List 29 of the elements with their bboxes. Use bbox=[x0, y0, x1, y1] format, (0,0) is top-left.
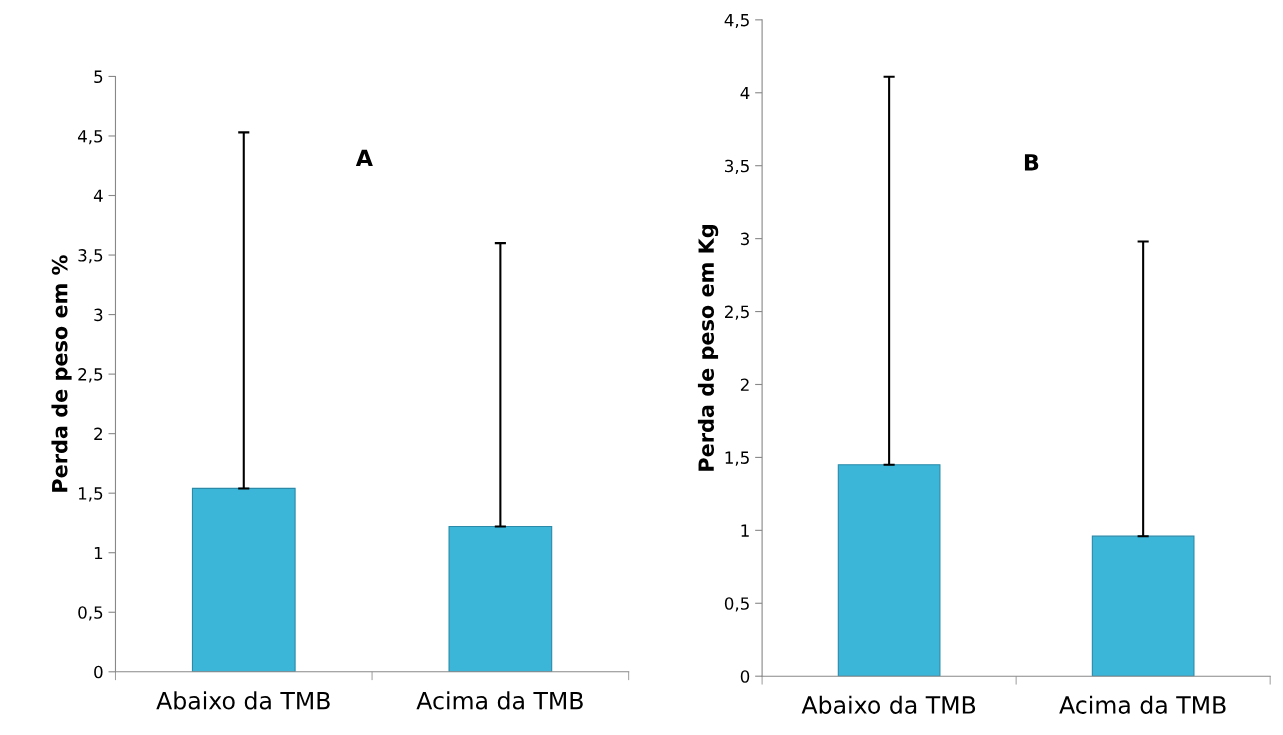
y-tick-label: 1,5 bbox=[78, 487, 103, 502]
text: B bbox=[1024, 154, 1039, 171]
y-tick-label: 1,5 bbox=[725, 451, 749, 466]
y-tick-label: 2 bbox=[740, 378, 749, 391]
y-axis-title: Perda de peso em Kg bbox=[697, 225, 719, 471]
y-tick-label: 2,5 bbox=[78, 368, 103, 383]
y-tick-label: 5 bbox=[94, 70, 103, 84]
y-tick-label: 0,5 bbox=[78, 606, 103, 621]
y-axis-title: Perda de peso em % bbox=[51, 255, 72, 492]
y-tick-label: 0 bbox=[740, 670, 750, 683]
y-tick-label: 0 bbox=[94, 665, 103, 679]
x-tick-label: Acima da TMB bbox=[1059, 695, 1226, 714]
y-tick-label: 4 bbox=[93, 189, 103, 202]
y-tick-label: 4,5 bbox=[724, 14, 749, 29]
x-tick-label: Abaixo da TMB bbox=[156, 691, 330, 710]
y-tick-label: 3 bbox=[94, 308, 103, 322]
y-tick-label: 1 bbox=[741, 524, 749, 537]
y-tick-label: 3,5 bbox=[725, 159, 749, 174]
x-tick-label: Abaixo da TMB bbox=[801, 695, 976, 714]
y-tick-label: 4 bbox=[740, 86, 750, 100]
x-tick-label: Acima da TMB bbox=[416, 691, 583, 710]
y-tick-label: 4,5 bbox=[77, 130, 103, 145]
text: A bbox=[355, 149, 373, 166]
y-tick-label: 3,5 bbox=[78, 249, 103, 264]
y-tick-label: 3 bbox=[740, 232, 749, 246]
y-tick-label: 0,5 bbox=[724, 597, 749, 612]
y-tick-label: 2 bbox=[94, 427, 102, 440]
y-tick-label: 2,5 bbox=[725, 305, 749, 320]
y-tick-label: 1 bbox=[94, 546, 103, 560]
